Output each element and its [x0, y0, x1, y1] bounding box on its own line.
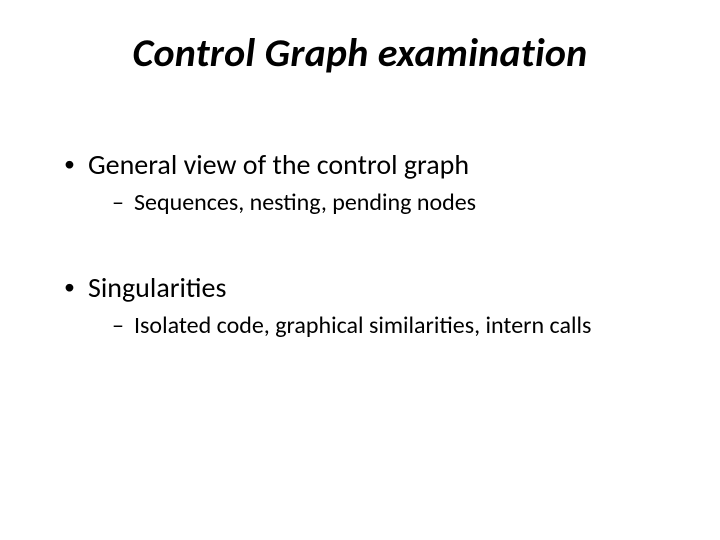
bullet-text: General view of the control graph — [88, 147, 469, 182]
sub-bullet-list: Isolated code, graphical similarities, i… — [88, 311, 660, 341]
slide: Control Graph examination General view o… — [0, 0, 720, 540]
sub-bullet-item: Isolated code, graphical similarities, i… — [112, 311, 660, 341]
sub-bullet-list: Sequences, nesting, pending nodes — [88, 188, 660, 218]
bullet-item: Singularities Isolated code, graphical s… — [60, 270, 660, 341]
sub-bullet-text: Sequences, nesting, pending nodes — [134, 188, 476, 217]
slide-body: General view of the control graph Sequen… — [60, 147, 660, 341]
slide-title: Control Graph examination — [60, 28, 660, 77]
bullet-item: General view of the control graph Sequen… — [60, 147, 660, 218]
sub-bullet-text: Isolated code, graphical similarities, i… — [134, 311, 591, 340]
sub-bullet-item: Sequences, nesting, pending nodes — [112, 188, 660, 218]
bullet-list: Singularities Isolated code, graphical s… — [60, 270, 660, 341]
spacer — [60, 232, 660, 270]
bullet-list: General view of the control graph Sequen… — [60, 147, 660, 218]
bullet-text: Singularities — [88, 270, 226, 305]
